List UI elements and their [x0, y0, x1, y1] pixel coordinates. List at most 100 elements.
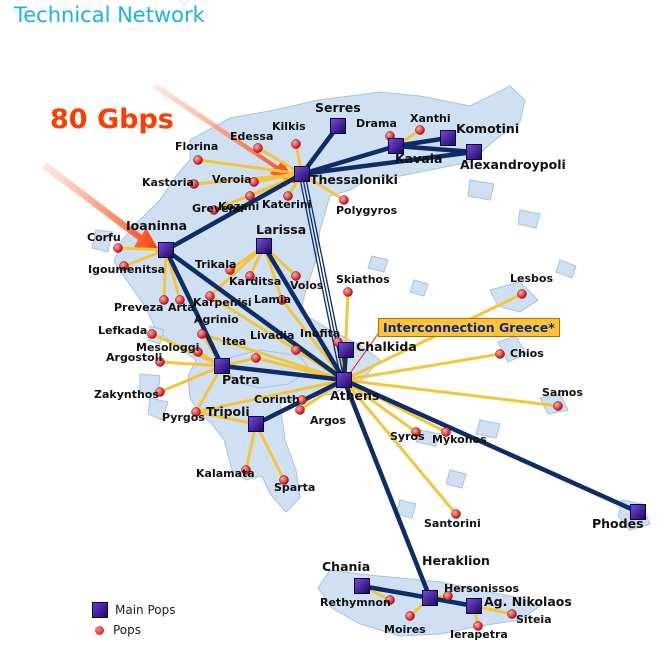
main-pop-label-alexandroypoli: Alexandroypoli — [460, 157, 566, 172]
pop-dot-chios — [495, 349, 505, 359]
pop-label-sparta: Sparta — [274, 481, 315, 494]
pop-dot-siteia — [507, 609, 517, 619]
main-pop-label-tripoli: Tripoli — [206, 404, 250, 419]
page-title: Technical Network — [14, 3, 205, 27]
trunk-thessaloniki-athens — [298, 173, 342, 381]
legend: Main Pops Pops — [92, 600, 175, 640]
main-pop-label-larissa: Larissa — [256, 222, 306, 237]
main-pop-alexandroypoli — [466, 144, 482, 160]
pop-dot-volos — [291, 271, 301, 281]
pop-label-arta: Arta — [168, 301, 195, 314]
link-athens-samos — [342, 378, 560, 408]
legend-pops: Pops — [92, 620, 175, 640]
pop-dot-pyrgos — [191, 407, 201, 417]
pop-label-zakynthos: Zakynthos — [94, 388, 159, 401]
pop-label-drama: Drama — [356, 117, 397, 130]
pop-dot-argostoli — [155, 357, 165, 367]
link-patra-argostoli — [158, 360, 224, 368]
link-athens-pyrgos — [194, 378, 346, 414]
pop-dot-trikala — [225, 265, 235, 275]
main-pop-phodes — [630, 504, 646, 520]
pop-dot-karpenisi — [205, 291, 215, 301]
main-pop-athens — [336, 372, 352, 388]
pop-label-kastoria: Kastoria — [142, 176, 194, 189]
pop-dot-kastoria — [189, 179, 199, 189]
pop-dot-kozani — [245, 191, 255, 201]
pop-dot-florina — [193, 155, 203, 165]
trunk-links — [163, 123, 641, 609]
pop-label-veroia: Veroia — [212, 173, 252, 186]
pop-dot-edessa — [253, 143, 263, 153]
pop-dot-grevena — [209, 205, 219, 215]
pop-label-kilkis: Kilkis — [272, 120, 306, 133]
pop-label-argos: Argos — [310, 414, 346, 427]
pop-label-santorini: Santorini — [424, 517, 481, 530]
pop-dot-sparta — [279, 475, 289, 485]
main-pop-ioaninna — [158, 242, 174, 258]
pop-dot-corfu — [113, 243, 123, 253]
trunk-thessaloniki-kavala — [299, 143, 399, 177]
link-athens-agrinio — [200, 332, 346, 382]
pop-dot-syros — [411, 427, 421, 437]
pop-label-corinth: Corinth — [254, 393, 300, 406]
pop-label-ierapetra: Ierapetra — [450, 628, 508, 641]
pop-label-edessa: Edessa — [230, 130, 273, 143]
pop-label-itea: Itea — [222, 335, 246, 348]
main-pop-label-ag-nikolaos: Ag. Nikolaos — [484, 594, 572, 609]
pop-label-mykonos: Mykonos — [432, 433, 487, 446]
pop-dot-ierapetra — [473, 621, 483, 631]
pop-label-samos: Samos — [542, 386, 583, 399]
pop-dot-karditsa — [245, 271, 255, 281]
legend-pops-label: Pops — [113, 623, 142, 637]
export-arrows — [42, 84, 296, 252]
main-pop-label-kavala: Kavala — [395, 151, 442, 166]
main-pop-ag-nikolaos — [466, 598, 482, 614]
trunk-ioaninna-patra — [163, 247, 225, 369]
pop-dot-xanthi — [415, 125, 425, 135]
main-pop-larissa — [256, 238, 272, 254]
pop-label-trikala: Trikala — [195, 258, 236, 271]
link-tripoli-sparta — [254, 422, 286, 482]
pop-label-polygyros: Polygyros — [336, 204, 398, 217]
speed-label: 80 Gbps — [50, 104, 174, 135]
main-pop-label-athens: Athens — [330, 388, 379, 403]
pop-dot-corinth — [297, 395, 307, 405]
trunk-athens-heraklion — [341, 377, 433, 601]
pop-dot-lesbos — [517, 289, 527, 299]
pop-label-lefkada: Lefkada — [98, 324, 147, 337]
trunk-thessaloniki-ioaninna — [163, 171, 305, 253]
pop-label-hersonissos: Hersonissos — [444, 582, 519, 595]
pop-label-grevena: Grevena — [192, 202, 244, 215]
pop-label-agrinio: Agrinio — [194, 313, 239, 326]
trunk-athens-phodes — [341, 377, 641, 515]
pop-label-lesbos: Lesbos — [510, 272, 553, 285]
trunk-larissa-athens — [261, 243, 347, 383]
pop-dot-kalamata — [241, 465, 251, 475]
main-pop-icon — [92, 602, 108, 618]
main-pop-label-patra: Patra — [222, 372, 260, 387]
link-athens-lesbos — [342, 292, 524, 382]
pop-dot-igoumenitsa — [119, 261, 129, 271]
main-pop-chalkida — [338, 342, 354, 358]
main-pop-label-heraklion: Heraklion — [422, 553, 490, 568]
link-athens-syros — [342, 378, 418, 434]
legend-main-pops: Main Pops — [92, 600, 175, 620]
pop-dot-livadia — [291, 345, 301, 355]
trunk-patra-athens — [219, 363, 347, 383]
interconnection-pointer — [347, 333, 379, 377]
pop-label-skiathos: Skiathos — [336, 273, 390, 286]
pop-label-karditsa: Karditsa — [229, 275, 281, 288]
pop-label-pyrgos: Pyrgos — [162, 411, 205, 424]
pop-dot-kilkis — [291, 139, 301, 149]
main-pop-thessaloniki — [294, 166, 310, 182]
pop-dot-rethymnon — [385, 595, 395, 605]
pop-dot-lamia — [277, 295, 287, 305]
pop-label-mesologgi: Mesologgi — [136, 341, 199, 354]
pop-dot-moires — [405, 611, 415, 621]
legend-main-pops-label: Main Pops — [115, 603, 176, 617]
pop-label-volos: Volos — [290, 279, 324, 292]
main-pop-tripoli — [248, 416, 264, 432]
pop-label-kalamata: Kalamata — [196, 467, 255, 480]
trunk-ioaninna-athens — [163, 247, 347, 383]
pop-label-livadia: Livadia — [250, 329, 294, 342]
